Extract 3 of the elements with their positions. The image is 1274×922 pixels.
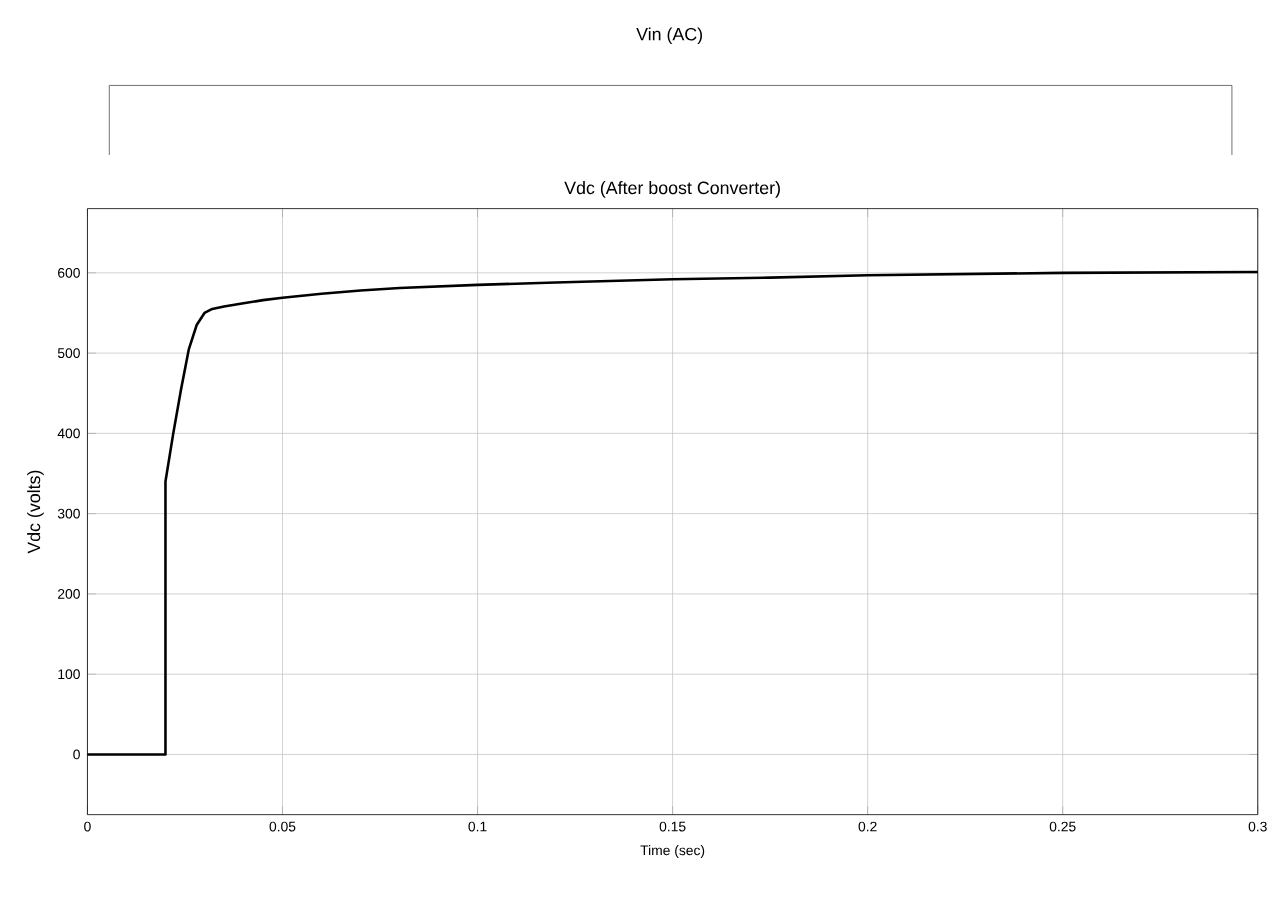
chart-title: Vdc (After boost Converter) xyxy=(564,181,780,198)
y-axis-title: Vdc (volts) xyxy=(27,470,44,554)
text: Vin (AC) xyxy=(636,27,703,45)
